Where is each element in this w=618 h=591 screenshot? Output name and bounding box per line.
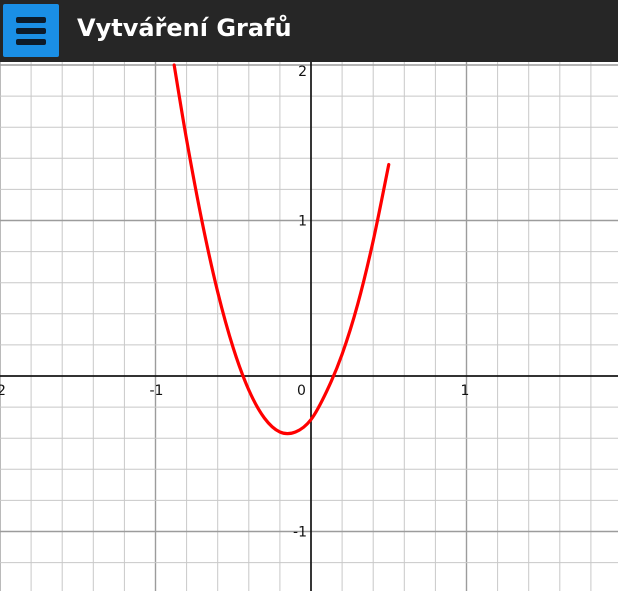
hamburger-menu-icon bbox=[16, 17, 46, 45]
x-tick-label: -1 bbox=[150, 383, 164, 399]
x-tick-label: 1 bbox=[461, 383, 470, 399]
axes bbox=[0, 62, 618, 591]
y-tick-label: 1 bbox=[298, 214, 307, 230]
function-curve[interactable] bbox=[172, 63, 391, 436]
tick-labels: 2 -1 0 1 2 1 -1 bbox=[0, 64, 469, 541]
plot-curves bbox=[172, 63, 391, 436]
menu-button[interactable] bbox=[3, 4, 59, 57]
grid bbox=[0, 62, 618, 591]
title-bar: Vytváření Grafů bbox=[0, 0, 618, 62]
y-tick-label: -1 bbox=[293, 525, 307, 541]
origin-label: 0 bbox=[297, 383, 306, 399]
app-title: Vytváření Grafů bbox=[77, 14, 292, 42]
y-tick-label: 2 bbox=[298, 64, 307, 80]
graph-canvas[interactable]: 2 -1 0 1 2 1 -1 bbox=[0, 62, 618, 591]
x-tick-label: 2 bbox=[0, 383, 6, 399]
